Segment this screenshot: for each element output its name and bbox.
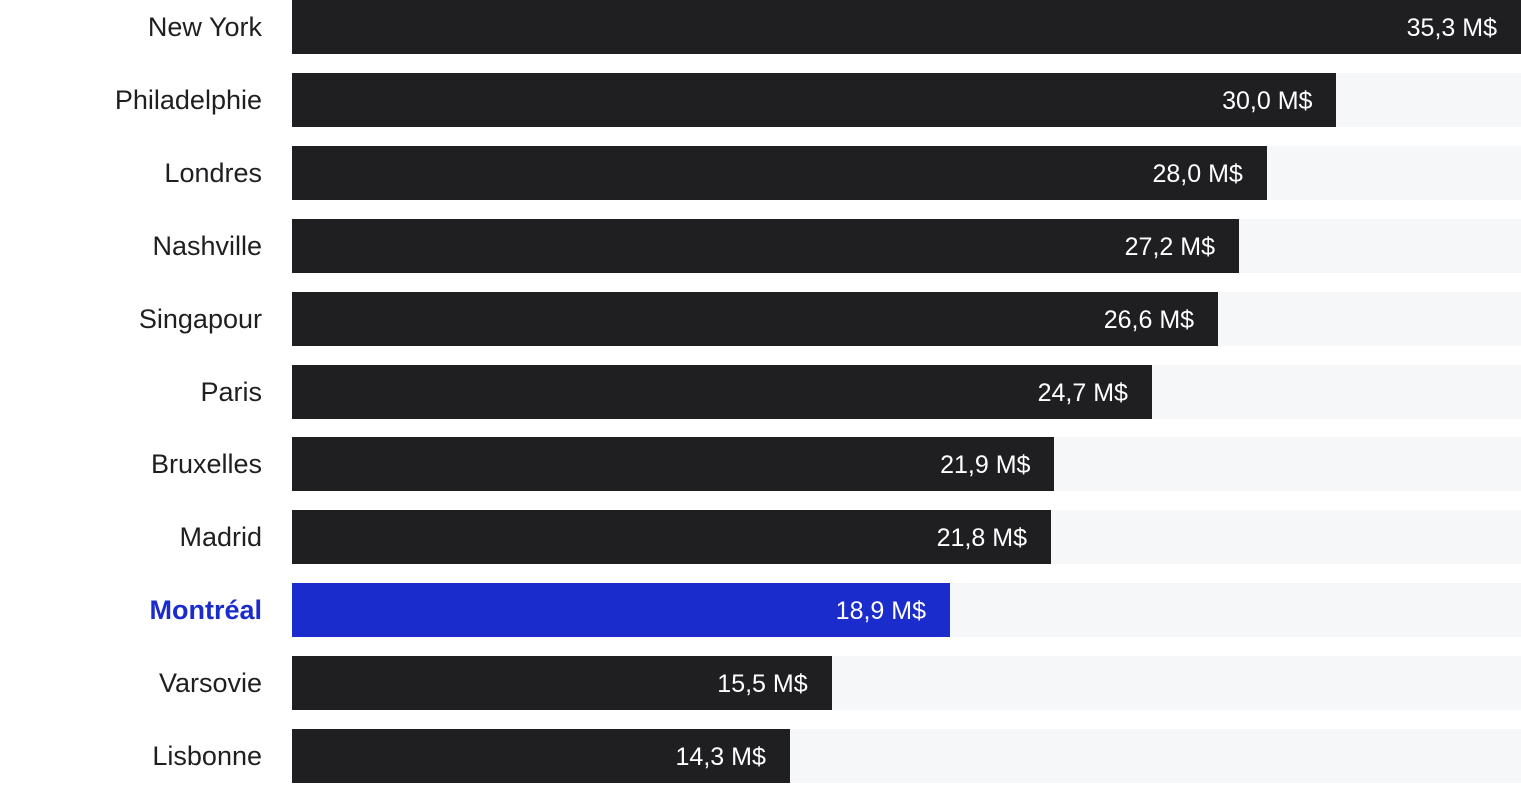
value-label: 15,5 M$ <box>717 670 808 699</box>
bar-track: 30,0 M$ <box>292 72 1521 127</box>
category-label: Varsovie <box>158 668 262 699</box>
value-label: 27,2 M$ <box>1124 232 1215 261</box>
bar-row: Singapour 26,6 M$ <box>0 291 1521 346</box>
bar-track: 18,9 M$ <box>292 583 1521 638</box>
bar-row: Montréal 18,9 M$ <box>0 583 1521 638</box>
value-label: 28,0 M$ <box>1152 159 1243 188</box>
category-label: Paris <box>200 376 262 407</box>
bar: 27,2 M$ <box>292 218 1239 273</box>
bar-row: Londres 28,0 M$ <box>0 145 1521 200</box>
value-label: 26,6 M$ <box>1103 305 1195 334</box>
bar: 35,3 M$ <box>292 0 1521 54</box>
value-label: 21,8 M$ <box>936 524 1027 553</box>
bar-track: 26,6 M$ <box>292 291 1521 346</box>
value-label: 24,7 M$ <box>1037 378 1128 407</box>
value-label: 21,9 M$ <box>940 451 1031 480</box>
category-label: Nashville <box>152 230 262 261</box>
bar-row: Philadelphie 30,0 M$ <box>0 72 1521 127</box>
bar-row: Lisbonne 14,3 M$ <box>0 729 1521 783</box>
bar-row: Bruxelles 21,9 M$ <box>0 437 1521 492</box>
category-label: New York <box>147 12 262 42</box>
bar: 21,9 M$ <box>292 437 1055 492</box>
bar-track: 27,2 M$ <box>292 218 1521 273</box>
bar-track: 15,5 M$ <box>292 656 1521 711</box>
category-label: Bruxelles <box>150 449 262 480</box>
category-label: Lisbonne <box>152 741 262 771</box>
bar-track: 14,3 M$ <box>292 729 1521 783</box>
bar-row: New York 35,3 M$ <box>0 0 1521 54</box>
bar-track: 24,7 M$ <box>292 364 1521 419</box>
bar-track: 28,0 M$ <box>292 145 1521 200</box>
bar: 21,8 M$ <box>292 510 1051 565</box>
value-label: 14,3 M$ <box>675 743 766 771</box>
bar-row: Nashville 27,2 M$ <box>0 218 1521 273</box>
bar: 26,6 M$ <box>292 291 1219 346</box>
bar: 30,0 M$ <box>292 72 1337 127</box>
category-label: Montréal <box>149 595 262 626</box>
category-label: Londres <box>164 157 262 188</box>
bar: 15,5 M$ <box>292 656 832 711</box>
bar: 24,7 M$ <box>292 364 1152 419</box>
bar-row: Madrid 21,8 M$ <box>0 510 1521 565</box>
bar: 28,0 M$ <box>292 145 1267 200</box>
bar-track: 21,9 M$ <box>292 437 1521 492</box>
value-label: 35,3 M$ <box>1406 14 1497 42</box>
value-label: 30,0 M$ <box>1222 86 1313 115</box>
bar: 18,9 M$ <box>292 583 951 638</box>
bar-track: 35,3 M$ <box>292 0 1521 54</box>
category-label: Singapour <box>138 303 262 334</box>
category-label: Madrid <box>179 522 262 553</box>
bar-row: Paris 24,7 M$ <box>0 364 1521 419</box>
bar: 14,3 M$ <box>292 729 790 783</box>
bar-track: 21,8 M$ <box>292 510 1521 565</box>
bar-row: Varsovie 15,5 M$ <box>0 656 1521 711</box>
value-label: 18,9 M$ <box>835 597 927 626</box>
category-label: Philadelphie <box>114 84 262 115</box>
